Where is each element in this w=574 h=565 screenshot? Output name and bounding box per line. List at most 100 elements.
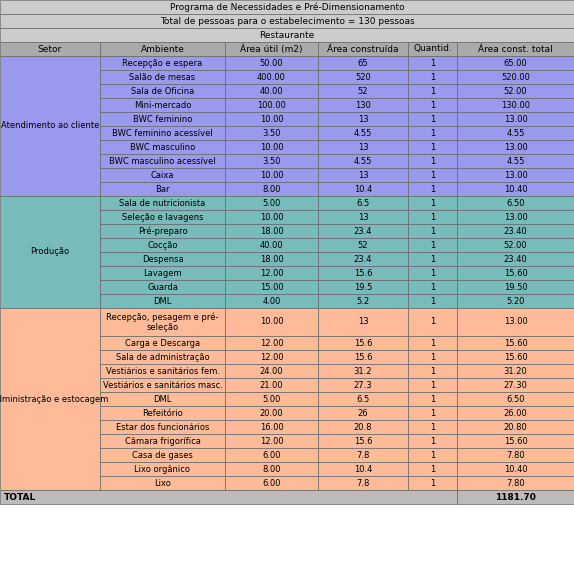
Bar bbox=[408, 336, 457, 350]
Text: 4.55: 4.55 bbox=[354, 128, 372, 137]
Bar bbox=[408, 308, 457, 336]
Text: 50.00: 50.00 bbox=[259, 59, 284, 67]
Bar bbox=[457, 392, 574, 406]
Bar bbox=[225, 238, 318, 252]
Bar bbox=[318, 196, 408, 210]
Text: 15.6: 15.6 bbox=[354, 353, 373, 362]
Bar bbox=[318, 364, 408, 378]
Text: 20.8: 20.8 bbox=[354, 423, 373, 432]
Bar bbox=[408, 210, 457, 224]
Text: 1: 1 bbox=[430, 423, 435, 432]
Bar bbox=[457, 126, 574, 140]
Bar bbox=[457, 140, 574, 154]
Bar bbox=[225, 378, 318, 392]
Text: 31.20: 31.20 bbox=[503, 367, 528, 376]
Text: 23.40: 23.40 bbox=[503, 254, 528, 263]
Text: 10.00: 10.00 bbox=[259, 171, 284, 180]
Text: 1: 1 bbox=[430, 128, 435, 137]
Text: 1: 1 bbox=[430, 198, 435, 207]
Bar bbox=[225, 434, 318, 448]
Text: 23.4: 23.4 bbox=[354, 254, 373, 263]
Text: Recepção e espera: Recepção e espera bbox=[122, 59, 203, 67]
Text: Sala de nutricionista: Sala de nutricionista bbox=[119, 198, 205, 207]
Bar bbox=[457, 406, 574, 420]
Text: 52.00: 52.00 bbox=[504, 86, 528, 95]
Text: 4.55: 4.55 bbox=[354, 157, 372, 166]
Text: 1: 1 bbox=[430, 59, 435, 67]
Text: DML: DML bbox=[153, 297, 172, 306]
Text: 26: 26 bbox=[358, 408, 369, 418]
Text: 15.6: 15.6 bbox=[354, 338, 373, 347]
Bar bbox=[457, 56, 574, 70]
Text: 3.50: 3.50 bbox=[262, 157, 281, 166]
Bar bbox=[225, 294, 318, 308]
Text: 10.00: 10.00 bbox=[259, 115, 284, 124]
Bar bbox=[408, 196, 457, 210]
Text: 1: 1 bbox=[430, 464, 435, 473]
Text: 13: 13 bbox=[358, 115, 369, 124]
Bar bbox=[100, 266, 225, 280]
Text: 12.00: 12.00 bbox=[259, 338, 284, 347]
Text: 7.8: 7.8 bbox=[356, 450, 370, 459]
Bar bbox=[318, 420, 408, 434]
Bar bbox=[225, 392, 318, 406]
Bar bbox=[408, 364, 457, 378]
Text: 1: 1 bbox=[430, 282, 435, 292]
Bar bbox=[457, 70, 574, 84]
Bar bbox=[318, 98, 408, 112]
Bar bbox=[0, 14, 574, 28]
Text: Produção: Produção bbox=[30, 247, 69, 257]
Bar bbox=[457, 112, 574, 126]
Text: Guarda: Guarda bbox=[147, 282, 178, 292]
Text: 15.60: 15.60 bbox=[503, 437, 528, 445]
Bar bbox=[225, 112, 318, 126]
Text: 18.00: 18.00 bbox=[259, 254, 284, 263]
Text: 1: 1 bbox=[430, 241, 435, 250]
Bar bbox=[318, 182, 408, 196]
Bar bbox=[318, 70, 408, 84]
Text: 100.00: 100.00 bbox=[257, 101, 286, 110]
Bar bbox=[0, 196, 100, 308]
Text: 5.20: 5.20 bbox=[506, 297, 525, 306]
Text: Vestiários e sanitários fem.: Vestiários e sanitários fem. bbox=[106, 367, 219, 376]
Text: Restaurante: Restaurante bbox=[259, 31, 315, 40]
Text: 1: 1 bbox=[430, 254, 435, 263]
Text: 10.00: 10.00 bbox=[259, 318, 284, 327]
Text: 4.00: 4.00 bbox=[262, 297, 281, 306]
Bar bbox=[318, 392, 408, 406]
Bar bbox=[457, 434, 574, 448]
Bar bbox=[318, 42, 408, 56]
Text: 520: 520 bbox=[355, 72, 371, 81]
Text: 10.4: 10.4 bbox=[354, 464, 372, 473]
Text: 1: 1 bbox=[430, 115, 435, 124]
Bar bbox=[318, 126, 408, 140]
Text: 10.00: 10.00 bbox=[259, 142, 284, 151]
Text: Câmara frigorífica: Câmara frigorífica bbox=[125, 437, 200, 445]
Text: 27.3: 27.3 bbox=[354, 380, 373, 389]
Text: Lavagem: Lavagem bbox=[143, 268, 182, 277]
Text: Área const. total: Área const. total bbox=[478, 45, 553, 54]
Bar bbox=[100, 238, 225, 252]
Text: 20.80: 20.80 bbox=[503, 423, 528, 432]
Bar bbox=[318, 462, 408, 476]
Text: 15.60: 15.60 bbox=[503, 338, 528, 347]
Bar bbox=[457, 336, 574, 350]
Bar bbox=[457, 98, 574, 112]
Bar bbox=[100, 56, 225, 70]
Bar bbox=[0, 42, 100, 56]
Text: 15.00: 15.00 bbox=[259, 282, 284, 292]
Bar bbox=[100, 378, 225, 392]
Bar bbox=[318, 84, 408, 98]
Text: 15.60: 15.60 bbox=[503, 353, 528, 362]
Bar bbox=[408, 98, 457, 112]
Bar bbox=[225, 140, 318, 154]
Bar bbox=[225, 350, 318, 364]
Text: 21.00: 21.00 bbox=[259, 380, 284, 389]
Bar bbox=[457, 280, 574, 294]
Bar bbox=[457, 168, 574, 182]
Text: Total de pessoas para o estabelecimento = 130 pessoas: Total de pessoas para o estabelecimento … bbox=[160, 16, 414, 25]
Bar bbox=[457, 490, 574, 504]
Text: 10.4: 10.4 bbox=[354, 185, 372, 193]
Bar bbox=[225, 70, 318, 84]
Bar bbox=[457, 266, 574, 280]
